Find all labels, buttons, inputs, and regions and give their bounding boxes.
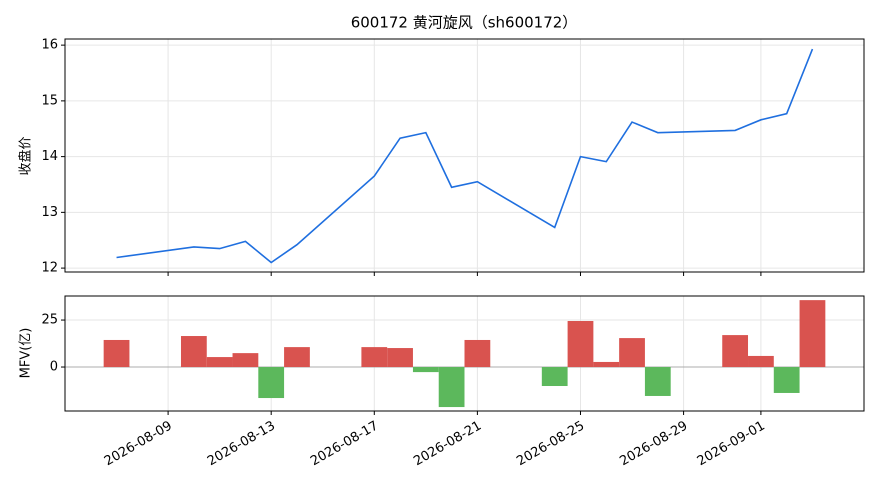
bar bbox=[722, 335, 749, 368]
bar bbox=[799, 300, 826, 368]
bar bbox=[567, 320, 594, 368]
bar bbox=[619, 338, 645, 368]
chart-title: 600172 黄河旋风（sh600172） bbox=[351, 14, 578, 32]
plot-frame bbox=[64, 295, 865, 412]
price-line bbox=[116, 48, 814, 264]
plot-frame bbox=[64, 38, 865, 273]
bar bbox=[464, 339, 491, 368]
bar bbox=[748, 355, 774, 368]
bar bbox=[773, 367, 800, 393]
y-tick-label: 0 bbox=[50, 360, 58, 375]
bar bbox=[232, 353, 259, 368]
x-tick-label: 2026-08-29 bbox=[617, 419, 690, 470]
bar bbox=[438, 367, 465, 408]
y-tick-label: 14 bbox=[41, 149, 58, 164]
y-tick-label: 12 bbox=[41, 261, 58, 276]
y-axis-label: MFV(亿) bbox=[19, 328, 34, 379]
bar bbox=[258, 367, 285, 399]
y-tick-label: 13 bbox=[41, 205, 58, 220]
y-tick-label: 25 bbox=[41, 313, 58, 328]
y-axis-label: 收盘价 bbox=[18, 136, 34, 175]
bar bbox=[284, 347, 310, 368]
x-tick-label: 2026-08-13 bbox=[205, 419, 278, 470]
bar bbox=[361, 347, 388, 368]
x-tick-label: 2026-08-17 bbox=[308, 419, 381, 470]
bar bbox=[644, 367, 671, 396]
x-tick-label: 2026-08-25 bbox=[514, 419, 587, 470]
y-tick-label: 16 bbox=[41, 38, 58, 53]
y-tick-label: 15 bbox=[41, 93, 58, 108]
bar bbox=[593, 361, 620, 368]
bar bbox=[387, 348, 413, 368]
x-tick-label: 2026-09-01 bbox=[695, 419, 768, 470]
bar bbox=[206, 357, 233, 368]
bar bbox=[541, 367, 568, 387]
bar bbox=[180, 336, 207, 368]
bar bbox=[103, 339, 130, 368]
bar bbox=[412, 367, 439, 373]
x-tick-label: 2026-08-09 bbox=[102, 419, 175, 470]
x-tick-label: 2026-08-21 bbox=[411, 419, 484, 470]
